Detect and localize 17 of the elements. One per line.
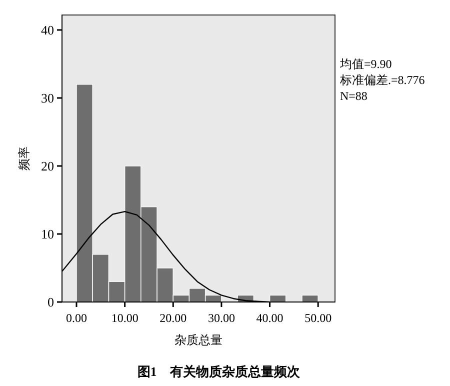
x-tick-label: 40.00 (256, 311, 284, 325)
x-axis-title: 杂质总量 (174, 333, 222, 347)
text: 均值=9.90 (339, 57, 392, 71)
y-tick-label: 20 (41, 158, 54, 174)
text: N=88 (340, 89, 368, 103)
y-tick-label: 40 (41, 22, 54, 38)
x-tick-label: 10.00 (111, 311, 138, 325)
text: 图1 有关物质杂质总量频次 (137, 364, 301, 379)
text: 标准偏差.=8.776 (339, 73, 425, 87)
x-tick-label: 50.00 (304, 311, 332, 325)
y-axis-title: 频率 (17, 146, 31, 170)
y-tick-label: 0 (48, 294, 54, 310)
x-tick-label: 0.00 (66, 311, 87, 325)
y-tick-label: 10 (41, 226, 54, 242)
y-tick-label: 30 (41, 90, 54, 106)
x-tick-label: 30.00 (208, 311, 235, 325)
x-tick-label: 20.00 (160, 311, 187, 325)
